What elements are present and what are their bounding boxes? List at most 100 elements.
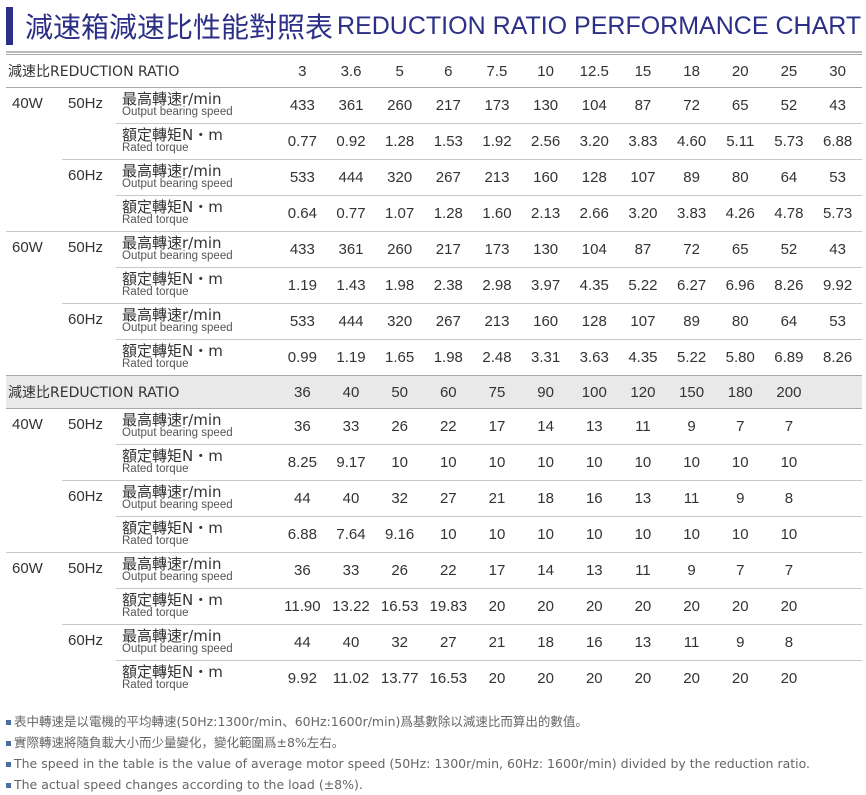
- value: 72: [667, 87, 716, 124]
- value: 11: [667, 624, 716, 661]
- value: 5.73: [764, 123, 814, 160]
- data-row: 額定轉矩N・m Rated torque 0.99 1.19 1.65 1.98 2.48 3…: [6, 339, 862, 376]
- value: 1.53: [423, 123, 473, 160]
- value: 20: [521, 588, 570, 625]
- value: 22: [423, 552, 473, 589]
- value: 320: [375, 303, 424, 340]
- ratio: 10: [521, 54, 570, 88]
- value: 2.56: [521, 123, 570, 160]
- value: 128: [569, 159, 619, 196]
- value: 10: [423, 516, 473, 553]
- value: 20: [715, 660, 765, 696]
- value: 14: [521, 408, 570, 445]
- value: 7: [715, 408, 765, 445]
- value: 21: [472, 480, 522, 517]
- data-row: 60Hz 最高轉速r/min Output bearing speed 44 40 32 2…: [6, 480, 862, 553]
- note: The actual speed changes according to th…: [6, 774, 862, 795]
- label-cn: 最高轉速r/min: [122, 482, 222, 501]
- value: 5.73: [813, 195, 862, 232]
- value: 104: [569, 87, 619, 124]
- row-label: 額定轉矩N・m Rated torque: [116, 123, 279, 160]
- row-label: 額定轉矩N・m Rated torque: [116, 195, 279, 232]
- value: 3.83: [618, 123, 668, 160]
- empty-cell: [813, 480, 862, 517]
- ratio: 40: [326, 375, 376, 409]
- label-en: Output bearing speed: [122, 642, 233, 655]
- value: 267: [423, 303, 473, 340]
- value: 4.35: [569, 267, 619, 304]
- label-cn: 最高轉速r/min: [122, 233, 222, 252]
- ratio: 6: [423, 54, 473, 88]
- row-label: 最高轉速r/min Output bearing speed: [116, 552, 279, 589]
- value: 21: [472, 624, 522, 661]
- value: 20: [472, 660, 522, 696]
- value: 10: [715, 444, 765, 481]
- value: 64: [764, 159, 814, 196]
- value: 80: [715, 303, 765, 340]
- value: 7.64: [326, 516, 376, 553]
- value: 53: [813, 159, 862, 196]
- value: 9: [667, 552, 716, 589]
- value: 9: [667, 408, 716, 445]
- value: 2.13: [521, 195, 570, 232]
- value: 10: [521, 444, 570, 481]
- notes: 表中轉速是以電機的平均轉速(50Hz:1300r/min、60Hz:1600r/…: [6, 711, 862, 795]
- value: 10: [472, 444, 522, 481]
- value: 20: [618, 660, 668, 696]
- value: 20: [715, 588, 765, 625]
- value: 8: [764, 480, 814, 517]
- value: 9.16: [375, 516, 424, 553]
- value: 217: [423, 231, 473, 268]
- value: 1.98: [375, 267, 424, 304]
- value: 18: [521, 624, 570, 661]
- value: 4.26: [715, 195, 765, 232]
- value: 1.60: [472, 195, 522, 232]
- header-row: 減速比REDUCTION RATIO 3 3.6 5 6 7.5 10 12.5 15 18 20 2…: [6, 54, 862, 88]
- value: 20: [764, 588, 814, 625]
- value: 10: [472, 516, 522, 553]
- ratio: 5: [375, 54, 424, 88]
- value: 20: [667, 588, 716, 625]
- value: 2.66: [569, 195, 619, 232]
- value: 1.92: [472, 123, 522, 160]
- value: 22: [423, 408, 473, 445]
- value: 11: [618, 408, 668, 445]
- value: 16: [569, 624, 619, 661]
- label-cn: 額定轉矩N・m: [122, 197, 223, 216]
- value: 3.63: [569, 339, 619, 376]
- ratio: 20: [715, 54, 765, 88]
- value: 8.26: [813, 339, 862, 376]
- value: 44: [278, 624, 327, 661]
- value: 43: [813, 87, 862, 124]
- empty-cell: [813, 660, 862, 696]
- ratio: 12.5: [569, 54, 619, 88]
- note: The speed in the table is the value of a…: [6, 753, 862, 774]
- data-row: 60W 50Hz 最高轉速r/min Output bearing speed 433 3…: [6, 231, 862, 376]
- data-row: 額定轉矩N・m Rated torque 1.19 1.43 1.98 2.38 2.98 3…: [6, 267, 862, 304]
- value: 10: [667, 516, 716, 553]
- value: 6.89: [764, 339, 814, 376]
- value: 5.22: [618, 267, 668, 304]
- empty-cell: [813, 375, 862, 409]
- value: 0.92: [326, 123, 376, 160]
- note: 表中轉速是以電機的平均轉速(50Hz:1300r/min、60Hz:1600r/…: [6, 711, 862, 732]
- label-en: Output bearing speed: [122, 498, 233, 511]
- value: 10: [521, 516, 570, 553]
- value: 40: [326, 480, 376, 517]
- value: 10: [569, 444, 619, 481]
- value: 9: [715, 624, 765, 661]
- row-label: 額定轉矩N・m Rated torque: [116, 267, 279, 304]
- value: 1.19: [278, 267, 327, 304]
- value: 52: [764, 231, 814, 268]
- value: 361: [326, 87, 376, 124]
- value: 7: [764, 552, 814, 589]
- value: 1.19: [326, 339, 376, 376]
- ratio: 75: [472, 375, 522, 409]
- value: 36: [278, 552, 327, 589]
- ratio: 30: [813, 54, 862, 88]
- empty-cell: [813, 444, 862, 481]
- value: 89: [667, 159, 716, 196]
- value: 2.48: [472, 339, 522, 376]
- label-cn: 最高轉速r/min: [122, 410, 222, 429]
- value: 5.80: [715, 339, 765, 376]
